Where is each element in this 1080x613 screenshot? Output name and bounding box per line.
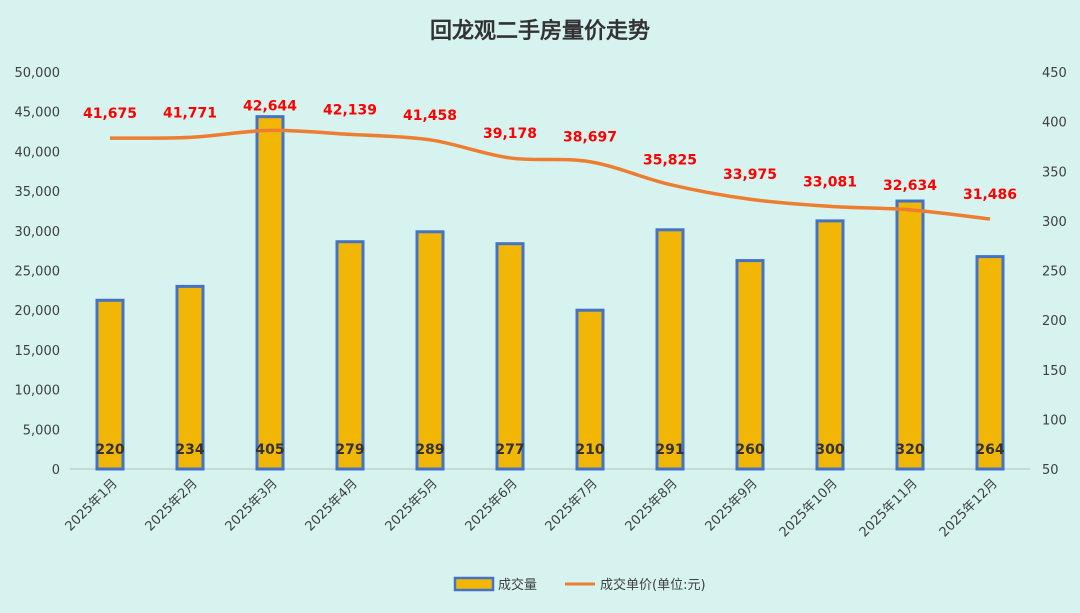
bar-data-label: 234: [175, 442, 204, 458]
line-series: [109, 128, 991, 221]
right-axis-tick-label: 100: [1042, 413, 1067, 428]
line-data-label: 38,697: [563, 130, 617, 146]
bar-data-label: 220: [95, 442, 124, 458]
right-axis-tick-label: 350: [1042, 165, 1067, 180]
right-axis-tick-label: 300: [1042, 215, 1067, 230]
left-axis-tick-label: 40,000: [15, 145, 61, 160]
bar-data-label: 264: [975, 442, 1004, 458]
x-axis-tick-label: 2025年1月: [63, 476, 121, 534]
legend: 成交量 成交单价(单位:元): [453, 576, 706, 593]
x-axis-tick-label: 2025年12月: [937, 476, 1001, 540]
line-data-label: 35,825: [643, 153, 697, 169]
bar: [655, 228, 685, 471]
line-data-label: 41,675: [83, 106, 137, 122]
x-axis-ticks: 2025年1月 2025年2月 2025年3月 2025年4月 2025年5月 2025年…: [63, 476, 1001, 540]
legend-label-volume: 成交量: [498, 577, 537, 593]
x-axis-tick-label: 2025年10月: [777, 476, 841, 540]
left-axis-tick-label: 5,000: [23, 423, 60, 438]
line-data-labels: 41,675 41,771 42,644 42,139 41,458 39,178 38,6…: [83, 98, 1017, 203]
chart-title: 回龙观二手房量价走势: [430, 18, 650, 44]
bar-data-label: 260: [735, 442, 764, 458]
right-axis-tick-label: 50: [1042, 463, 1059, 478]
bar: [415, 230, 445, 471]
bar-data-label: 277: [495, 442, 524, 458]
right-axis-tick-label: 400: [1042, 116, 1067, 131]
left-axis-tick-label: 45,000: [15, 106, 61, 121]
left-axis-tick-label: 20,000: [15, 304, 61, 319]
line-data-label: 41,458: [403, 108, 457, 124]
right-axis-tick-label: 200: [1042, 314, 1067, 329]
line-data-label: 33,081: [803, 174, 857, 190]
line-data-label: 31,486: [963, 187, 1017, 203]
line-data-label: 32,634: [883, 178, 937, 194]
left-axis-tick-label: 25,000: [15, 265, 61, 280]
line-data-label: 33,975: [723, 167, 777, 183]
bar-data-label: 279: [335, 442, 364, 458]
bar: [335, 240, 365, 471]
line-data-label: 41,771: [163, 105, 217, 121]
left-axis-tick-label: 15,000: [15, 344, 61, 359]
bar: [175, 284, 205, 471]
bar-data-label: 300: [815, 442, 844, 458]
bar-data-label: 291: [655, 442, 684, 458]
left-axis-tick-label: 10,000: [15, 384, 61, 399]
right-axis-tick-label: 450: [1042, 66, 1067, 81]
bar-data-label: 405: [255, 442, 284, 458]
right-y-axis: 50 100 150 200 250 300 350 400 450: [1042, 66, 1067, 478]
bar: [255, 115, 285, 471]
x-axis-tick-label: 2025年5月: [383, 476, 441, 534]
left-axis-tick-label: 0: [52, 463, 60, 478]
bar-data-labels: 220 234 405 279 289 277 210 291 260 300 320 264: [95, 442, 1004, 458]
bar: [95, 298, 125, 471]
x-axis-tick-label: 2025年8月: [623, 476, 681, 534]
line-data-label: 42,139: [323, 102, 377, 118]
x-axis-tick-label: 2025年2月: [143, 476, 201, 534]
bar: [495, 242, 525, 471]
x-axis-tick-label: 2025年6月: [463, 476, 521, 534]
right-axis-tick-label: 250: [1042, 265, 1067, 280]
bar-data-label: 210: [575, 442, 604, 458]
line-data-label: 39,178: [483, 126, 537, 142]
right-axis-tick-label: 150: [1042, 364, 1067, 379]
x-axis-tick-label: 2025年9月: [703, 476, 761, 534]
legend-label-price: 成交单价(单位:元): [600, 577, 706, 593]
x-axis-tick-label: 2025年7月: [543, 476, 601, 534]
price-line: [109, 128, 991, 221]
bar: [575, 308, 605, 471]
bar-series: [95, 115, 1005, 471]
x-axis-tick-label: 2025年3月: [223, 476, 281, 534]
left-axis-tick-label: 30,000: [15, 225, 61, 240]
legend-swatch-volume: [453, 576, 495, 592]
bar: [815, 219, 845, 471]
left-y-axis: 0 5,000 10,000 15,000 20,000 25,000 30,000 35,0…: [15, 66, 61, 478]
x-axis-tick-label: 2025年4月: [303, 476, 361, 534]
bar: [895, 199, 925, 471]
x-axis-tick-label: 2025年11月: [857, 476, 921, 540]
line-data-label: 42,644: [243, 98, 297, 114]
bar-data-label: 320: [895, 442, 924, 458]
left-axis-tick-label: 50,000: [15, 66, 61, 81]
bar-data-label: 289: [415, 442, 444, 458]
bar: [735, 259, 765, 471]
bar: [975, 255, 1005, 471]
left-axis-tick-label: 35,000: [15, 185, 61, 200]
